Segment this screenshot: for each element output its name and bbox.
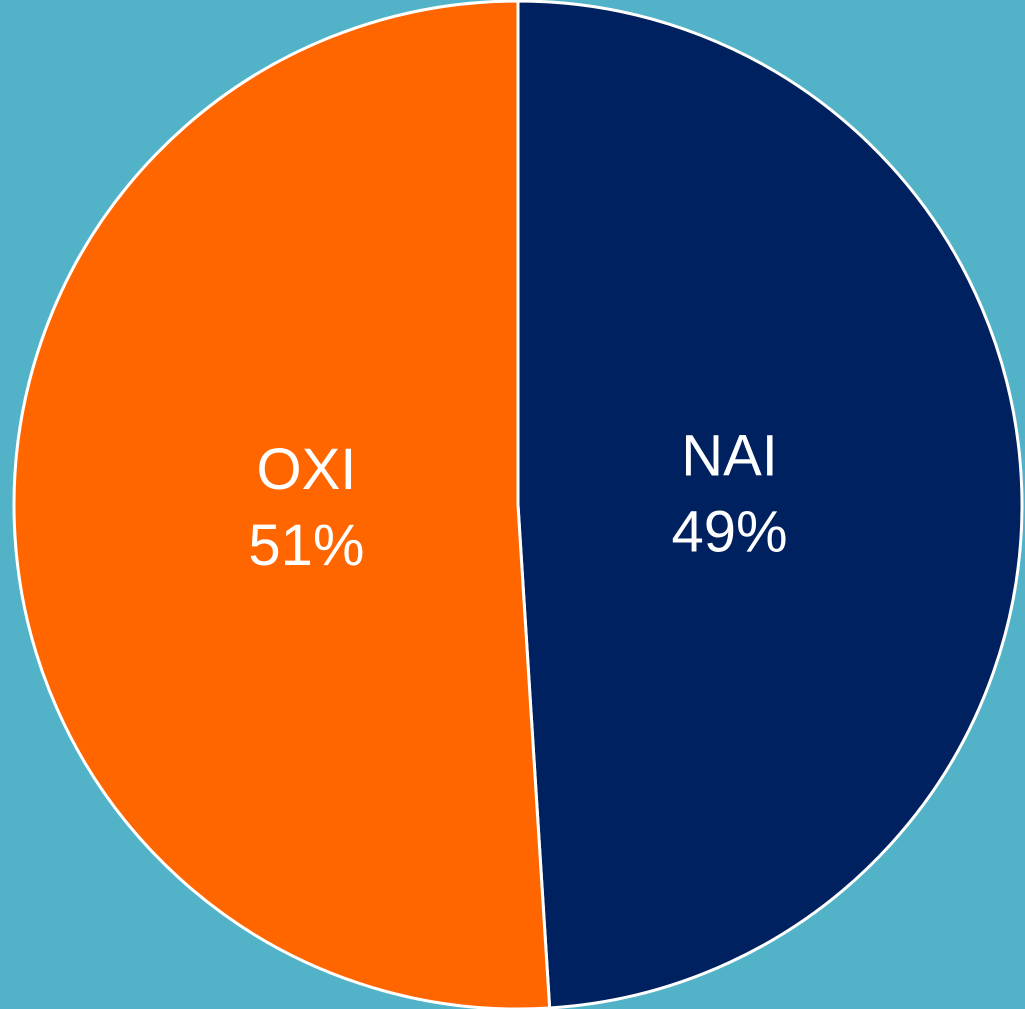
slice-label: OXI (256, 437, 356, 502)
slice-value-label: 51% (248, 513, 364, 578)
slice-value-label: 49% (672, 500, 788, 565)
pie-slice (12, 0, 552, 1009)
slice-label: NAI (681, 424, 778, 489)
pie-slice (516, 0, 1024, 1009)
